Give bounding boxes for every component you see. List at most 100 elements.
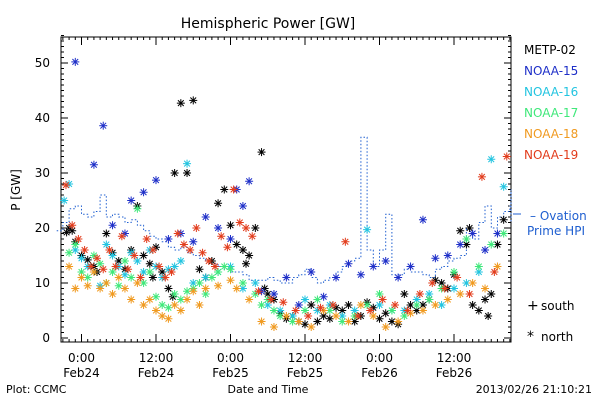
data-point [214, 199, 223, 208]
data-point [127, 295, 136, 304]
data-point-stroke [90, 161, 98, 168]
ovation-prime-hpi-line [56, 136, 521, 284]
data-point [130, 251, 139, 260]
data-point-stroke [112, 263, 119, 270]
data-point-stroke [329, 301, 337, 309]
data-point [456, 240, 465, 249]
data-point-stroke [227, 266, 234, 273]
data-point [238, 246, 247, 254]
x-axis: 0:00Feb2412:00Feb240:00Feb2512:00Feb250:… [62, 37, 511, 380]
data-point [226, 265, 235, 274]
data-point-stroke [500, 230, 507, 237]
data-point-stroke [258, 318, 265, 325]
data-point [229, 185, 238, 194]
data-point-stroke [65, 263, 73, 270]
data-point-stroke [233, 241, 240, 248]
y-tick-label: 40 [35, 111, 50, 125]
data-point-stroke [295, 318, 303, 325]
data-point-stroke [214, 282, 222, 289]
data-point-stroke [245, 296, 253, 303]
data-point [77, 254, 86, 263]
data-point-stroke [363, 301, 371, 309]
data-point-stroke [466, 224, 473, 232]
data-point [375, 301, 384, 309]
data-point [195, 265, 204, 274]
data-point-stroke [183, 296, 191, 303]
data-point-stroke [183, 160, 191, 167]
data-point-stroke [351, 318, 358, 325]
data-point [477, 172, 486, 181]
data-point-stroke [72, 285, 79, 292]
data-point-stroke [227, 235, 234, 243]
data-point-stroke [103, 279, 110, 287]
data-point-stroke [84, 282, 91, 289]
data-point-stroke [252, 224, 259, 232]
data-point-stroke [475, 307, 483, 314]
data-point [164, 235, 173, 243]
data-point-stroke [84, 256, 91, 264]
data-point [443, 251, 452, 260]
data-point-stroke [382, 323, 389, 331]
data-point [288, 317, 297, 326]
legend-item: NOAA-15 [524, 64, 578, 78]
data-point [338, 306, 347, 315]
data-point-stroke [242, 224, 250, 232]
data-point-stroke [190, 97, 197, 104]
data-point-stroke [227, 277, 234, 284]
data-point [198, 248, 207, 257]
data-point [381, 323, 390, 331]
data-point [251, 279, 260, 287]
ovation-legend-label-line1: – Ovation [530, 209, 587, 223]
data-point-stroke [283, 274, 290, 281]
data-point-stroke [276, 307, 284, 314]
data-point [108, 290, 117, 298]
data-point [60, 196, 69, 205]
data-point-stroke [456, 227, 464, 234]
data-point [332, 312, 341, 320]
data-point-stroke [177, 296, 185, 303]
data-point [148, 273, 157, 282]
chart-title: Hemispheric Power [GW] [181, 16, 356, 32]
data-point-stroke [419, 307, 427, 314]
legend-item: NOAA-16 [524, 85, 578, 99]
data-point-stroke [96, 285, 104, 292]
data-point-stroke [121, 271, 129, 278]
data-point-stroke [280, 299, 287, 306]
data-point-stroke [320, 312, 327, 320]
data-point [269, 306, 278, 315]
data-point [282, 312, 291, 320]
data-point-stroke [245, 252, 253, 259]
data-point-stroke [227, 222, 234, 229]
data-point-stroke [407, 263, 414, 270]
data-point [201, 273, 210, 282]
data-point [499, 182, 508, 191]
data-point [68, 221, 77, 230]
data-point-stroke [339, 318, 346, 325]
data-point [412, 301, 421, 309]
data-point-stroke [174, 230, 181, 237]
data-point [71, 240, 80, 249]
data-point [415, 290, 424, 298]
data-point-stroke [276, 312, 284, 320]
data-point [65, 262, 74, 271]
data-point [431, 301, 440, 309]
data-point [148, 246, 157, 254]
data-point [468, 279, 477, 287]
data-point-stroke [494, 263, 501, 270]
symbol-legend-marker: * [527, 329, 534, 345]
data-point-stroke [469, 230, 476, 237]
data-point [102, 240, 111, 249]
data-point-stroke [425, 296, 433, 303]
data-point-stroke [376, 315, 383, 322]
data-point-stroke [326, 307, 334, 314]
data-point-stroke [475, 268, 483, 276]
data-point-stroke [370, 312, 377, 320]
data-point-stroke [453, 274, 461, 281]
data-point-stroke [264, 301, 271, 309]
data-point-stroke [481, 296, 489, 303]
data-point-stroke [93, 255, 101, 262]
data-point-stroke [363, 226, 371, 233]
data-point-stroke [484, 312, 492, 320]
data-point-stroke [214, 268, 222, 276]
data-point [108, 251, 117, 260]
